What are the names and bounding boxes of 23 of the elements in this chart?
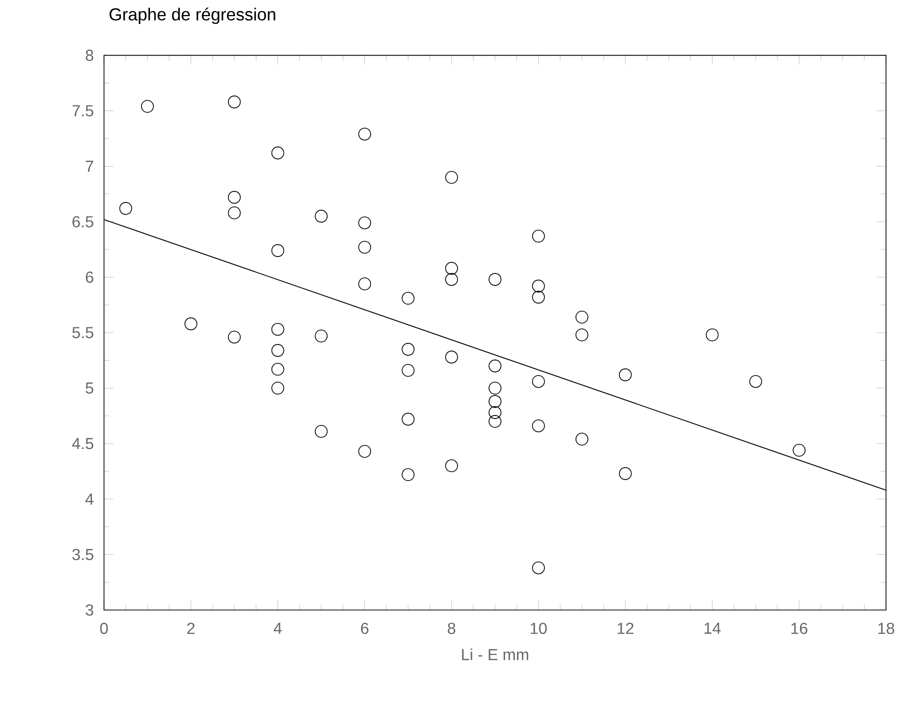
- x-tick-label: 0: [100, 622, 108, 634]
- y-tick-label: 6: [86, 272, 94, 283]
- chart-title: Graphe de régression: [110, 8, 276, 24]
- y-tick-label: 3.5: [72, 548, 94, 560]
- y-tick-label: 4.5: [72, 438, 94, 450]
- y-tick-label: 3: [86, 604, 94, 616]
- x-tick-label: 6: [361, 622, 368, 634]
- y-tick-label: 5.5: [72, 327, 94, 338]
- x-tick-label: 2: [187, 622, 195, 634]
- y-tick-label: 5: [86, 382, 94, 394]
- y-tick-label: 6.5: [72, 216, 94, 228]
- x-tick-label: 10: [530, 622, 547, 634]
- y-tick-label: 8: [86, 50, 94, 61]
- x-axis-title: Li - E mm: [462, 648, 528, 660]
- y-tick-label: 7: [86, 160, 94, 172]
- y-tick-label: 4: [85, 494, 94, 505]
- x-tick-label: 14: [704, 622, 721, 634]
- y-tick-label: 7.5: [72, 105, 94, 116]
- x-tick-label: 12: [618, 622, 634, 634]
- x-tick-label: 18: [878, 622, 894, 634]
- x-tick-label: 16: [791, 622, 808, 634]
- x-tick-label: 8: [448, 622, 456, 634]
- x-tick-label: 4: [274, 622, 282, 634]
